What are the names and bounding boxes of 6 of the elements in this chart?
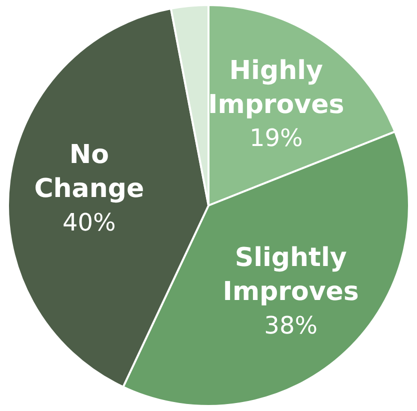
slice-label: No Change [34, 140, 144, 204]
slice-label: Slightly Improves [222, 242, 359, 307]
data-label: 19% [249, 124, 303, 152]
slice-label: Highly Improves [208, 56, 344, 120]
data-label: 40% [62, 208, 116, 237]
data-label: 38% [264, 311, 318, 340]
